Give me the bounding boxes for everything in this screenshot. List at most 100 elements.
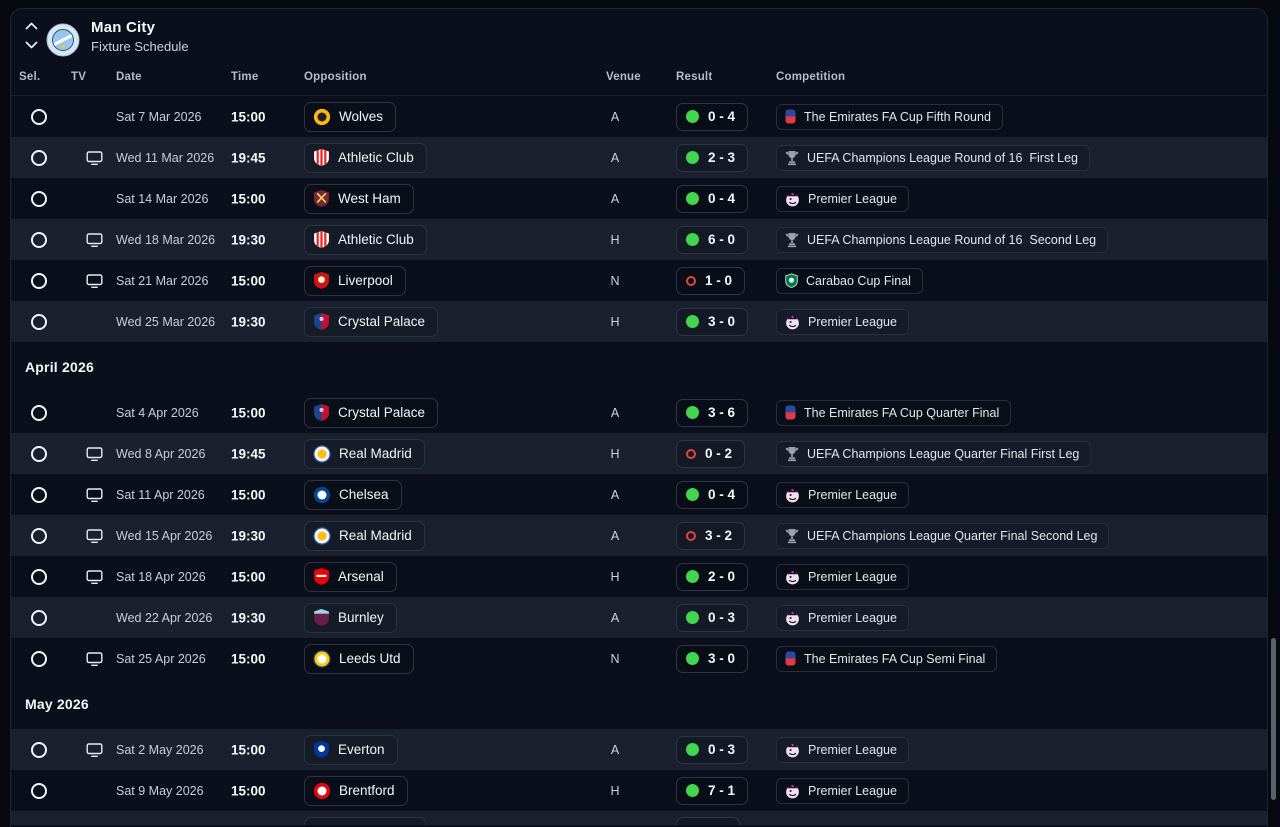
result-button[interactable]: 2 - 3 xyxy=(676,143,749,172)
opposition-button[interactable]: Burnley xyxy=(304,602,397,633)
result-button[interactable]: 0 - 4 xyxy=(676,102,749,131)
result-button[interactable]: 3 - 0 xyxy=(676,644,749,673)
opposition-button[interactable]: Real Madrid xyxy=(304,438,425,469)
result-button[interactable]: 3 - 2 xyxy=(676,521,746,550)
fixture-row[interactable]: Sat 14 Mar 2026 15:00 West Ham A 0 - 4 P… xyxy=(11,178,1267,219)
fixture-row[interactable]: Sat 25 Apr 2026 15:00 Leeds Utd N 3 - 0 … xyxy=(11,638,1267,679)
competition-button[interactable]: The Emirates FA Cup Semi Final xyxy=(776,645,998,672)
select-radio[interactable] xyxy=(31,527,47,544)
result-button[interactable] xyxy=(676,817,740,825)
opposition-button[interactable]: Arsenal xyxy=(304,561,397,592)
column-header-time[interactable]: Time xyxy=(231,71,259,83)
chevron-down-icon xyxy=(25,41,38,49)
competition-button[interactable]: Premier League xyxy=(776,736,909,763)
next-team-button[interactable] xyxy=(22,39,40,51)
fixture-row[interactable]: Sat 11 Apr 2026 15:00 Chelsea A 0 - 4 Pr… xyxy=(11,474,1267,515)
column-header-sel[interactable]: Sel. xyxy=(19,71,41,83)
result-button[interactable]: 0 - 4 xyxy=(676,480,749,509)
opposition-name: Wolves xyxy=(339,109,384,124)
column-header-competition[interactable]: Competition xyxy=(776,71,846,83)
competition-button[interactable]: UEFA Champions League Quarter Final Firs… xyxy=(776,440,1092,467)
fixture-row[interactable]: Sat 18 Apr 2026 15:00 Arsenal H 2 - 0 Pr… xyxy=(11,556,1267,597)
result-score: 2 - 0 xyxy=(708,569,736,584)
fixture-row[interactable]: Wed 25 Mar 2026 19:30 Crystal Palace H 3… xyxy=(11,301,1267,342)
result-button[interactable]: 1 - 0 xyxy=(676,266,746,295)
select-radio[interactable] xyxy=(31,741,47,758)
select-radio[interactable] xyxy=(31,190,47,207)
fixture-row[interactable]: Wed 18 Mar 2026 19:30 Athletic Club H 6 … xyxy=(11,219,1267,260)
competition-button[interactable]: UEFA Champions League Round of 16 First … xyxy=(776,144,1090,171)
result-button[interactable]: 0 - 4 xyxy=(676,184,749,213)
competition-name: Premier League xyxy=(808,569,897,584)
fixture-row[interactable]: Sat 7 Mar 2026 15:00 Wolves A 0 - 4 The … xyxy=(11,96,1267,137)
fixture-row[interactable]: Wed 11 Mar 2026 19:45 Athletic Club A 2 … xyxy=(11,137,1267,178)
vertical-scrollbar-thumb[interactable] xyxy=(1271,638,1276,800)
column-header-result[interactable]: Result xyxy=(676,71,713,83)
competition-name: Premier League xyxy=(808,191,897,206)
fixture-row[interactable]: Sat 2 May 2026 15:00 Everton A 0 - 3 Pre… xyxy=(11,729,1267,770)
fixture-row[interactable]: Sat 9 May 2026 15:00 Brentford H 7 - 1 P… xyxy=(11,770,1267,811)
competition-button[interactable]: Premier League xyxy=(776,563,909,590)
opposition-button[interactable]: Wolves xyxy=(304,101,397,132)
column-header-venue[interactable]: Venue xyxy=(606,71,641,83)
opposition-button[interactable]: Crystal Palace xyxy=(304,306,439,337)
opposition-button[interactable]: Athletic Club xyxy=(304,224,427,255)
result-button[interactable]: 6 - 0 xyxy=(676,225,749,254)
fixture-row[interactable]: Wed 22 Apr 2026 19:30 Burnley A 0 - 3 Pr… xyxy=(11,597,1267,638)
previous-team-button[interactable] xyxy=(22,20,40,32)
select-radio[interactable] xyxy=(31,313,47,330)
result-button[interactable]: 0 - 2 xyxy=(676,439,746,468)
fixture-row-partial[interactable] xyxy=(11,811,1267,825)
result-button[interactable]: 0 - 3 xyxy=(676,603,749,632)
opposition-button[interactable]: Liverpool xyxy=(304,265,406,296)
result-outcome-icon xyxy=(686,275,696,286)
fixture-row[interactable]: Sat 21 Mar 2026 15:00 Liverpool N 1 - 0 … xyxy=(11,260,1267,301)
select-radio[interactable] xyxy=(31,650,47,667)
fixture-row[interactable]: Wed 8 Apr 2026 19:45 Real Madrid H 0 - 2… xyxy=(11,433,1267,474)
competition-button[interactable]: The Emirates FA Cup Fifth Round xyxy=(776,103,1003,130)
opposition-button[interactable]: Brentford xyxy=(304,775,408,806)
select-radio[interactable] xyxy=(31,609,47,626)
select-radio[interactable] xyxy=(31,149,47,166)
result-button[interactable]: 3 - 0 xyxy=(676,307,749,336)
opposition-button[interactable] xyxy=(304,817,426,825)
select-radio[interactable] xyxy=(31,486,47,503)
competition-button[interactable]: Premier League xyxy=(776,308,909,335)
select-radio[interactable] xyxy=(31,568,47,585)
column-header-date[interactable]: Date xyxy=(116,71,142,83)
competition-button[interactable]: UEFA Champions League Quarter Final Seco… xyxy=(776,522,1110,549)
select-radio[interactable] xyxy=(31,231,47,248)
select-radio[interactable] xyxy=(31,404,47,421)
competition-button[interactable]: UEFA Champions League Round of 16 Second… xyxy=(776,226,1109,253)
opposition-button[interactable]: Athletic Club xyxy=(304,142,427,173)
result-outcome-icon xyxy=(686,611,699,624)
competition-button[interactable]: The Emirates FA Cup Quarter Final xyxy=(776,399,1012,426)
competition-button[interactable]: Carabao Cup Final xyxy=(776,267,923,294)
competition-button[interactable]: Premier League xyxy=(776,604,909,631)
opposition-button[interactable]: West Ham xyxy=(304,183,414,214)
opposition-button[interactable]: Chelsea xyxy=(304,479,402,510)
page-subtitle: Fixture Schedule xyxy=(91,39,189,54)
opposition-button[interactable]: Everton xyxy=(304,734,398,765)
fixture-row[interactable]: Wed 15 Apr 2026 19:30 Real Madrid A 3 - … xyxy=(11,515,1267,556)
opposition-button[interactable]: Real Madrid xyxy=(304,520,425,551)
column-header-tv[interactable]: TV xyxy=(71,71,87,83)
select-radio[interactable] xyxy=(31,445,47,462)
select-radio[interactable] xyxy=(31,272,47,289)
opposition-button[interactable]: Leeds Utd xyxy=(304,643,414,674)
competition-button[interactable]: Premier League xyxy=(776,185,909,212)
select-radio[interactable] xyxy=(31,108,47,125)
competition-button[interactable]: Premier League xyxy=(776,481,909,508)
fixture-row[interactable]: Sat 4 Apr 2026 15:00 Crystal Palace A 3 … xyxy=(11,392,1267,433)
opposition-button[interactable]: Crystal Palace xyxy=(304,397,439,428)
select-radio[interactable] xyxy=(31,782,47,799)
club-crest-icon xyxy=(313,444,331,463)
fixture-list: Sat 7 Mar 2026 15:00 Wolves A 0 - 4 The … xyxy=(11,96,1267,825)
result-button[interactable]: 7 - 1 xyxy=(676,776,749,805)
competition-button[interactable]: Premier League xyxy=(776,777,909,804)
result-button[interactable]: 2 - 0 xyxy=(676,562,749,591)
result-button[interactable]: 0 - 3 xyxy=(676,735,749,764)
column-header-opposition[interactable]: Opposition xyxy=(304,71,367,83)
competition-name: UEFA Champions League Round of 16 Second… xyxy=(807,232,1097,247)
result-button[interactable]: 3 - 6 xyxy=(676,398,749,427)
